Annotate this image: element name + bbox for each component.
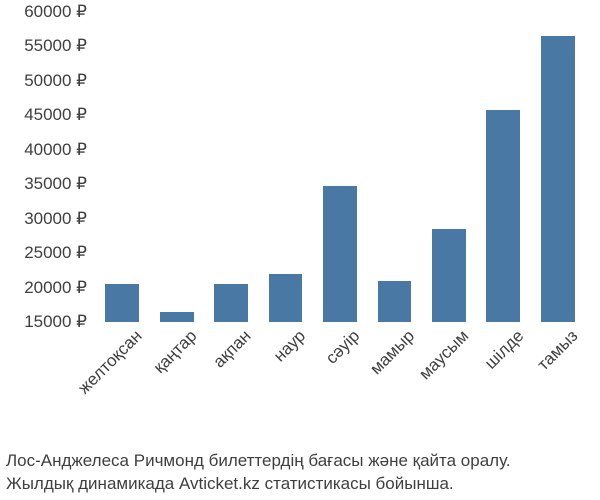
x-tick-label: наур xyxy=(266,322,310,366)
x-tick-label: желтоқсан xyxy=(70,322,146,398)
price-chart: 15000 ₽ 20000 ₽ 25000 ₽ 30000 ₽ 35000 ₽ 40000… xyxy=(0,0,600,500)
y-tick-label: 40000 ₽ xyxy=(24,140,95,160)
x-tick-label: ақпан xyxy=(205,322,255,372)
y-tick-label: 30000 ₽ xyxy=(24,209,95,229)
chart-caption: Лос-Анджелеса Ричмонд билеттердің бағасы… xyxy=(0,450,600,496)
y-tick-label: 35000 ₽ xyxy=(24,174,95,194)
y-tick-label: 25000 ₽ xyxy=(24,243,95,263)
bar xyxy=(541,36,575,322)
y-tick-label: 15000 ₽ xyxy=(24,312,95,332)
bar xyxy=(269,274,303,322)
caption-line-2: Жылдық динамикада Avticket.kz статистика… xyxy=(6,473,594,496)
bar xyxy=(432,229,466,322)
x-tick-label: шілде xyxy=(476,322,527,373)
y-tick-label: 20000 ₽ xyxy=(24,278,95,298)
x-tick-label: маусым xyxy=(411,322,473,384)
y-tick-label: 50000 ₽ xyxy=(24,71,95,91)
plot-area: 15000 ₽20000 ₽25000 ₽30000 ₽35000 ₽40000… xyxy=(95,12,585,323)
bar xyxy=(160,312,194,322)
y-tick-label: 60000 ₽ xyxy=(24,2,95,22)
x-tick-label: қаңтар xyxy=(145,322,201,378)
caption-line-1: Лос-Анджелеса Ричмонд билеттердің бағасы… xyxy=(6,450,594,473)
y-tick-label: 45000 ₽ xyxy=(24,105,95,125)
bar xyxy=(378,281,412,322)
x-tick-label: мамыр xyxy=(362,322,419,379)
y-tick-label: 55000 ₽ xyxy=(24,36,95,56)
bar xyxy=(486,110,520,322)
x-tick-label: тамыз xyxy=(529,322,582,375)
bar xyxy=(323,186,357,322)
bar xyxy=(214,284,248,322)
x-tick-label: сәуір xyxy=(318,322,364,368)
bar xyxy=(105,284,139,322)
